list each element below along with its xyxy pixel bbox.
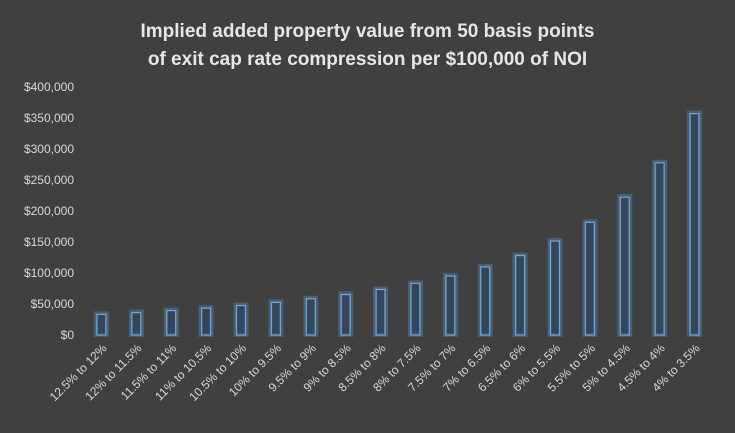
bar [619,196,630,336]
bar [689,112,700,336]
chart-title: Implied added property value from 50 bas… [0,18,735,74]
bar [480,266,491,336]
bar [235,304,247,336]
bar [270,301,281,336]
bar [584,221,595,336]
bar [410,282,421,336]
bar [201,307,212,336]
y-tick-label: $50,000 [31,297,75,311]
y-tick-label: $150,000 [24,235,74,249]
bar [375,288,386,336]
chart-title-line-1: Implied added property value from 50 bas… [140,21,595,42]
bar [515,254,526,336]
y-tick-label: $0 [61,328,75,342]
y-tick-label: $200,000 [24,204,74,218]
bar [445,275,456,336]
bar [131,311,142,336]
bar [654,162,665,336]
y-tick-label: $100,000 [24,266,74,280]
y-tick-label: $400,000 [24,80,74,94]
y-tick-label: $250,000 [24,173,74,187]
chart-title-line-2: of exit cap rate compression per $100,00… [147,49,588,70]
bar [549,240,561,336]
bar [340,293,351,336]
bar [166,309,177,336]
y-tick-label: $350,000 [24,111,74,125]
y-tick-label: $300,000 [24,142,74,156]
bar [96,313,107,336]
bar [305,298,316,336]
